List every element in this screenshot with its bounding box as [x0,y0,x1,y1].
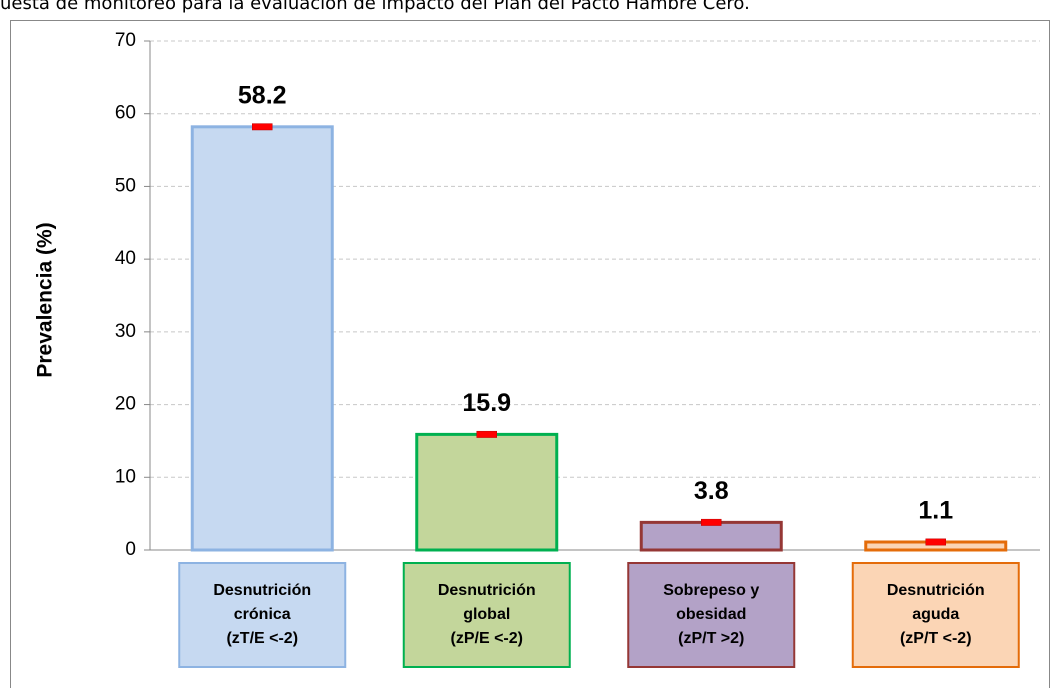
x-tick-label: global [463,606,510,623]
data-label: 1.1 [918,497,953,525]
category-box [402,562,571,668]
data-label: 58.2 [238,81,287,109]
x-tick-label: Sobrepeso y [663,582,759,599]
y-axis-label: Prevalencia (%) [34,222,57,377]
category-box [851,562,1020,668]
bar [190,125,334,552]
error-bar [701,518,722,526]
bar [415,432,559,552]
chart-subtitle: uesta de monitoreo para la evaluación de… [0,0,750,14]
x-tick-label: (zP/T <-2) [900,630,972,647]
x-tick-label: (zT/E <-2) [226,630,298,647]
chart-frame [10,20,1050,693]
y-tick-label: 20 [115,394,136,415]
y-tick-label: 50 [115,175,136,196]
category-box [627,562,796,668]
y-tick-label: 40 [115,248,136,269]
x-tick-label: Desnutrición [887,582,985,599]
category-box [178,562,347,668]
y-tick-label: 10 [115,466,136,487]
error-bar [252,123,273,131]
x-tick-label: (zP/E <-2) [451,630,523,647]
x-tick-label: crónica [234,606,291,623]
x-tick-label: Desnutrición [213,582,311,599]
x-tick-label: aguda [912,606,959,623]
error-bar [476,430,497,438]
y-tick-label: 0 [125,539,136,560]
error-bar [925,538,946,546]
y-tick-label: 30 [115,321,136,342]
x-tick-label: (zP/T >2) [678,630,744,647]
data-label: 3.8 [694,477,729,505]
data-label: 15.9 [462,389,511,417]
x-tick-label: obesidad [676,606,746,623]
y-tick-label: 70 [115,30,136,51]
bar [639,520,783,552]
x-tick-label: Desnutrición [438,582,536,599]
y-tick-label: 60 [115,103,136,124]
